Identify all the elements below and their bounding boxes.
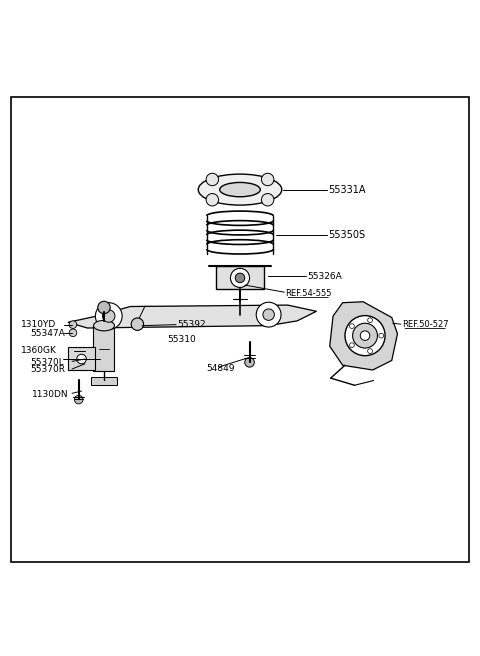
Text: 55392: 55392 — [177, 320, 205, 329]
Circle shape — [262, 173, 274, 186]
Text: 55310: 55310 — [168, 335, 196, 344]
Bar — [216, 266, 264, 289]
Circle shape — [69, 329, 77, 337]
Polygon shape — [68, 305, 316, 328]
Circle shape — [98, 301, 110, 314]
Text: 1130DN: 1130DN — [33, 390, 69, 400]
Text: 55370L: 55370L — [30, 358, 64, 367]
Polygon shape — [330, 302, 397, 370]
Bar — [94, 325, 115, 371]
Text: 1310YD: 1310YD — [21, 320, 56, 329]
Circle shape — [379, 333, 384, 338]
Circle shape — [131, 318, 144, 331]
Circle shape — [256, 302, 281, 327]
Text: 55331A: 55331A — [328, 184, 366, 195]
Ellipse shape — [94, 320, 115, 331]
Circle shape — [235, 273, 245, 283]
Circle shape — [349, 323, 354, 329]
Bar — [68, 347, 95, 370]
Text: 55370R: 55370R — [30, 365, 65, 375]
Text: 55350S: 55350S — [328, 230, 365, 240]
Circle shape — [230, 268, 250, 287]
Ellipse shape — [198, 174, 282, 205]
Circle shape — [353, 323, 377, 348]
Circle shape — [360, 331, 370, 340]
Text: 55347A: 55347A — [30, 329, 65, 338]
Circle shape — [368, 349, 372, 354]
Circle shape — [103, 310, 115, 322]
Circle shape — [345, 316, 385, 356]
Circle shape — [74, 396, 83, 404]
Circle shape — [262, 194, 274, 206]
Circle shape — [349, 343, 354, 348]
Text: REF.50-527: REF.50-527 — [402, 320, 449, 329]
Circle shape — [245, 358, 254, 367]
Ellipse shape — [220, 182, 260, 197]
Text: 1360GK: 1360GK — [21, 346, 56, 356]
Circle shape — [96, 302, 122, 329]
Circle shape — [263, 309, 275, 320]
Circle shape — [206, 194, 218, 206]
Circle shape — [206, 173, 218, 186]
Circle shape — [368, 318, 372, 323]
Circle shape — [69, 321, 77, 329]
Text: 54849: 54849 — [206, 364, 235, 373]
Circle shape — [77, 354, 86, 364]
Text: REF.54-555: REF.54-555 — [285, 289, 332, 298]
Bar — [91, 377, 117, 385]
Text: 55326A: 55326A — [307, 272, 342, 281]
